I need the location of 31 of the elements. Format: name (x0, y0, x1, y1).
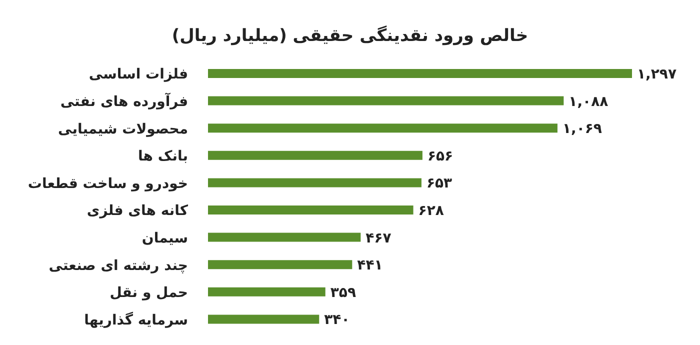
y-tick-label: حمل و نقل (110, 285, 188, 302)
data-label: ۱,۰۸۸ (568, 94, 609, 110)
bar (208, 314, 320, 324)
data-label: ۶۲۸ (418, 202, 444, 219)
bar (208, 124, 558, 133)
y-tick-label: خودرو و ساخت قطعات (28, 176, 188, 192)
y-tick-label: سرمایه گذاریها (84, 311, 188, 328)
y-tick-label: چند رشته ای صنعتی (48, 258, 188, 274)
chart-title: خالص ورود نقدینگی حقیقی (میلیارد ریال) (170, 24, 530, 48)
y-tick-label: فلزات اساسی (88, 66, 188, 83)
bar (208, 69, 632, 78)
bar (208, 287, 326, 296)
data-label: ۴۴۱ (357, 258, 383, 274)
data-label: ۱,۲۹۷ (637, 66, 677, 82)
y-tick-label: بانک ها (138, 148, 188, 165)
y-tick-label: فرآورده های نفتی (60, 92, 188, 110)
data-label: ۱,۰۶۹ (562, 121, 602, 138)
data-label: ۴۶۷ (366, 230, 392, 246)
data-label: ۶۵۳ (426, 176, 453, 192)
bar (208, 206, 414, 214)
y-tick-label: سیمان (142, 230, 188, 246)
y-tick-label: محصولات شیمیایی (58, 121, 188, 138)
y-tick-label: کانه های فلزی (86, 203, 189, 220)
bar (208, 96, 564, 106)
data-label: ۳۴۰ (324, 312, 350, 328)
bar (208, 150, 422, 160)
data-label: ۳۵۹ (330, 284, 356, 301)
bar (208, 260, 352, 270)
data-label: ۶۵۶ (427, 148, 454, 164)
bar (208, 232, 361, 242)
bar (208, 178, 422, 188)
